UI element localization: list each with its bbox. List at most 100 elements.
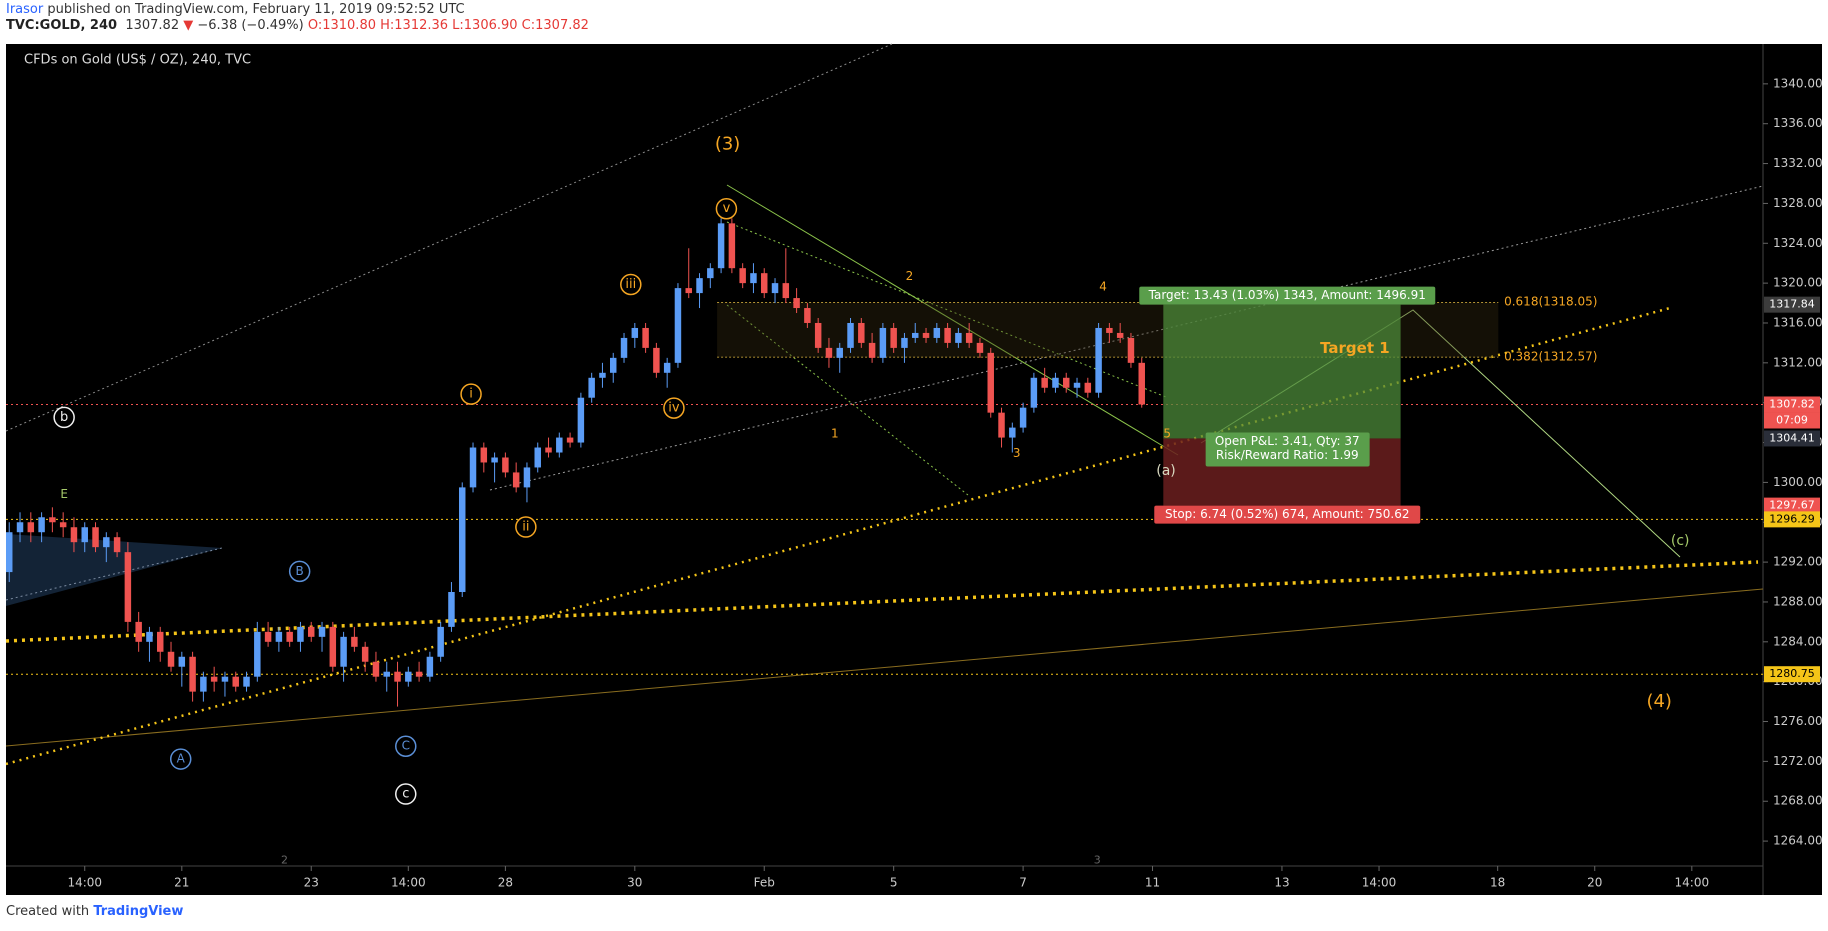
candle-body	[81, 527, 88, 543]
candle-body	[534, 447, 541, 468]
pnl-box	[1205, 432, 1370, 467]
x-tick-label: Feb	[754, 876, 775, 890]
candle-body	[663, 362, 671, 373]
candle-body	[372, 661, 380, 677]
candle-body	[523, 467, 531, 488]
trend-line	[489, 185, 1764, 491]
candle-body	[383, 671, 390, 677]
candle-body	[415, 671, 423, 677]
annotation: E	[60, 487, 68, 501]
candle-body	[394, 671, 401, 682]
x-tick-label: 14:00	[391, 876, 426, 890]
annotation: 2	[281, 854, 288, 867]
x-tick-label: 21	[174, 876, 189, 890]
stop-label: Stop: 6.74 (0.52%) 674, Amount: 750.62	[1165, 507, 1410, 521]
candle-body	[922, 332, 930, 338]
candle-body	[577, 397, 585, 443]
candle-body	[49, 517, 56, 523]
channel-line	[726, 184, 1179, 456]
candle-body	[998, 412, 1005, 438]
trend-line	[5, 306, 1671, 766]
candle-body	[631, 327, 639, 338]
y-tick-label: 1340.00	[1773, 76, 1823, 90]
y-tick-label: 1300.00	[1773, 475, 1823, 489]
candle-body	[782, 283, 790, 299]
drawings	[5, 43, 1764, 766]
candle-body	[1030, 377, 1038, 408]
last-price: 1307.82	[125, 18, 180, 33]
y-tick-label: 1284.00	[1773, 634, 1823, 648]
candle-body	[1127, 337, 1135, 363]
price-label-box	[1764, 396, 1820, 413]
candle-body	[254, 631, 261, 677]
price-label: 1307.82	[1769, 397, 1815, 410]
channel-line	[726, 304, 969, 496]
stop-label-box	[1154, 505, 1421, 524]
candle-body	[750, 273, 757, 284]
x-tick-label: 23	[304, 876, 319, 890]
candle-body	[243, 676, 250, 687]
x-tick-label: 20	[1587, 876, 1602, 890]
candle-body	[890, 327, 897, 348]
pnl-label: Open P&L: 3.41, Qty: 37	[1215, 434, 1360, 448]
price-label: 1280.75	[1769, 667, 1815, 680]
y-tick-label: 1312.00	[1773, 355, 1823, 369]
candle-body	[739, 268, 746, 284]
candle-body	[6, 532, 13, 573]
candle-body	[620, 337, 628, 358]
x-tick-label: 30	[627, 876, 642, 890]
price-label: 1297.67	[1769, 499, 1815, 512]
candle-body	[189, 656, 196, 692]
candle-body	[512, 472, 520, 488]
x-tick-label: 18	[1490, 876, 1505, 890]
candle-body	[92, 527, 99, 548]
candle-body	[221, 676, 229, 682]
candle-body	[965, 332, 973, 343]
y-tick-label: 1328.00	[1773, 196, 1823, 210]
candle-body	[879, 327, 887, 358]
candle-body	[178, 656, 186, 667]
candle-body	[944, 327, 951, 343]
y-tick-label: 1332.00	[1773, 156, 1823, 170]
annotation: C	[402, 739, 410, 753]
annotation: b	[60, 410, 68, 425]
y-tick-label: 1292.00	[1773, 555, 1823, 569]
down-arrow: ▼	[183, 18, 194, 33]
candle-body	[955, 332, 962, 343]
chart-background	[6, 44, 1822, 895]
candle-body	[1106, 327, 1113, 333]
chart: CFDs on Gold (US$ / OZ), 240, TVC 1264.0…	[5, 43, 1823, 895]
candle-body	[124, 552, 132, 622]
author[interactable]: Irasor	[6, 2, 44, 17]
wave-circle	[395, 735, 417, 757]
wave-circle	[53, 406, 75, 429]
x-tick-label: 5	[890, 876, 898, 890]
candle-body	[987, 352, 994, 413]
annotation: 0.618(1318.05)	[1504, 294, 1597, 308]
annotation: 5	[1163, 426, 1171, 440]
candle-body	[448, 592, 455, 627]
countdown-box	[1764, 412, 1820, 429]
candle-body	[976, 342, 984, 353]
candle-body	[814, 322, 822, 348]
candle-body	[912, 332, 919, 338]
candle-body	[1052, 377, 1059, 388]
wave-circle	[395, 783, 417, 805]
target-label-box	[1139, 286, 1436, 305]
candle-body	[642, 327, 649, 348]
candle-body	[308, 626, 315, 637]
candle-body	[1116, 332, 1124, 338]
price-label-box	[1764, 666, 1820, 683]
annotation: iii	[625, 277, 636, 292]
candle-body	[868, 342, 876, 358]
candle-body	[1073, 382, 1081, 388]
y-tick-label: 1264.00	[1773, 834, 1823, 848]
x-tick-label: 7	[1019, 876, 1027, 890]
annotation: (3)	[715, 134, 741, 155]
x-tick-label: 28	[498, 876, 513, 890]
annotation: v	[723, 201, 731, 216]
x-tick-label: 14:00	[1362, 876, 1397, 890]
brand[interactable]: TradingView	[93, 904, 184, 919]
candle-body	[1009, 427, 1016, 438]
